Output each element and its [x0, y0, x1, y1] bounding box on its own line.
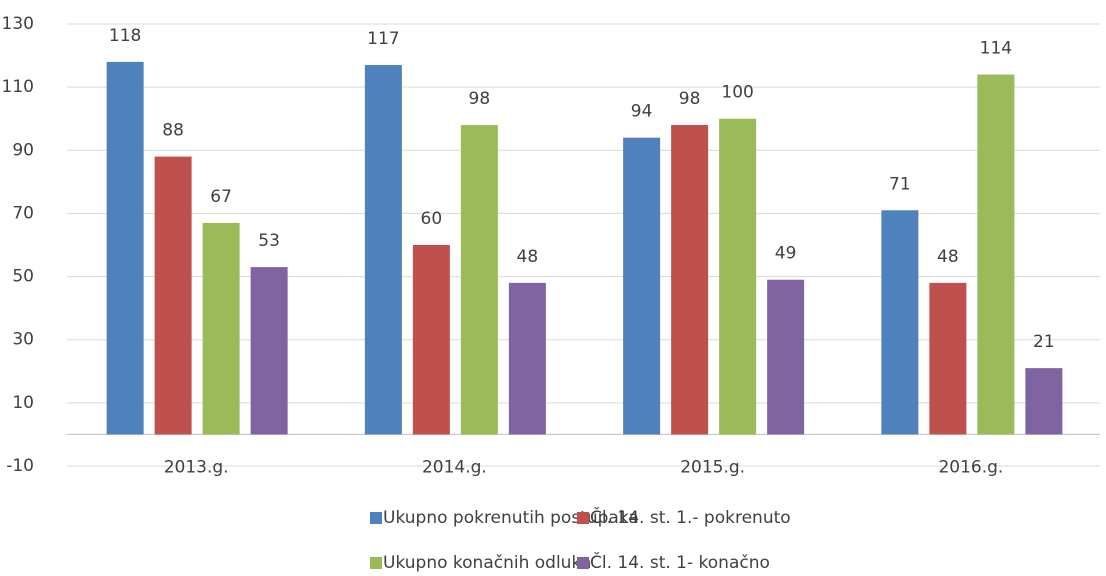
y-tick-label: 130 — [2, 14, 34, 34]
data-label: 71 — [889, 174, 911, 194]
data-label: 114 — [980, 39, 1012, 59]
bar — [106, 61, 144, 435]
data-label: 94 — [631, 102, 653, 122]
bar — [250, 267, 288, 435]
y-tick-label: 110 — [2, 77, 34, 97]
data-label: 60 — [421, 209, 443, 229]
data-label: 88 — [162, 121, 184, 141]
y-tick-label: 30 — [12, 330, 34, 350]
data-label: 118 — [109, 26, 141, 46]
data-label: 100 — [721, 83, 753, 103]
data-label: 117 — [367, 29, 399, 49]
x-tick-label: 2015.g. — [680, 457, 745, 477]
data-label: 98 — [469, 89, 491, 109]
data-label: 49 — [775, 244, 797, 264]
legend-label: Čl. 14. st. 1.- pokrenuto — [590, 506, 791, 528]
legend-label: Čl. 14. st. 1- konačno — [590, 551, 770, 573]
y-tick-label: 90 — [12, 140, 34, 160]
x-tick-label: 2014.g. — [422, 457, 487, 477]
y-tick-label: -10 — [6, 456, 34, 476]
bar — [929, 282, 967, 435]
legend-swatch — [577, 557, 589, 569]
x-tick-label: 2016.g. — [938, 457, 1003, 477]
bar — [412, 245, 450, 435]
bar — [508, 282, 546, 435]
legend-label: Ukupno konačnih odluka — [383, 553, 591, 573]
data-label: 53 — [258, 231, 280, 251]
y-tick-label: 70 — [12, 203, 34, 223]
data-label: 48 — [937, 247, 959, 267]
data-label: 21 — [1033, 332, 1055, 352]
bar — [154, 156, 192, 435]
bar — [623, 137, 661, 435]
legend-swatch — [370, 512, 382, 524]
bar — [202, 222, 240, 435]
bar — [460, 125, 498, 435]
data-label: 48 — [517, 247, 539, 267]
y-tick-label: 50 — [12, 267, 34, 287]
bar — [881, 210, 919, 435]
x-tick-label: 2013.g. — [164, 457, 229, 477]
bar — [767, 279, 805, 435]
bar — [719, 118, 757, 435]
legend-swatch — [577, 512, 589, 524]
legend-label: Ukupno pokrenutih postupaka — [383, 508, 639, 528]
y-tick-label: 10 — [12, 393, 34, 413]
data-label: 67 — [210, 187, 232, 207]
bar — [1025, 368, 1063, 435]
bar — [364, 65, 402, 435]
data-label: 98 — [679, 89, 701, 109]
bar — [977, 74, 1015, 435]
bar — [671, 125, 709, 435]
legend-swatch — [370, 557, 382, 569]
